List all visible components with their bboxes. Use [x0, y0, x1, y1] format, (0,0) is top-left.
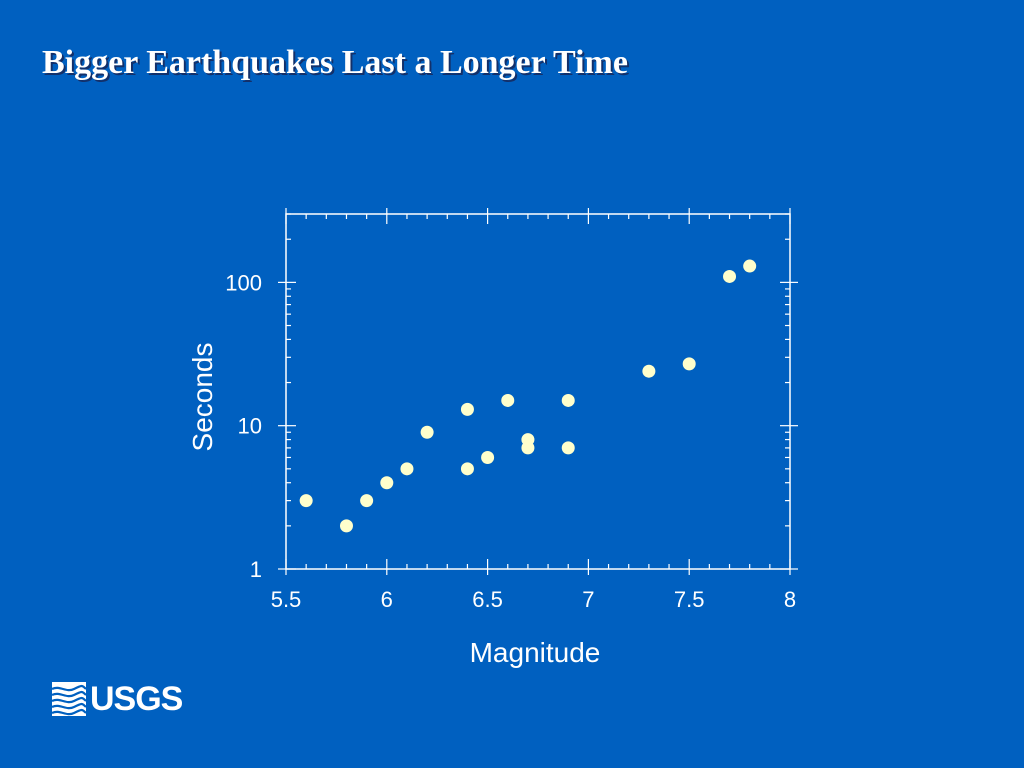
data-point [481, 450, 495, 464]
y-tick-label: 10 [238, 414, 262, 439]
data-point [521, 433, 535, 447]
x-tick-label: 7.5 [674, 587, 705, 612]
data-point [561, 393, 575, 407]
data-point [501, 393, 515, 407]
data-point [743, 259, 757, 273]
tick-marks [278, 208, 798, 575]
data-point [460, 402, 474, 416]
x-tick-label: 8 [784, 587, 796, 612]
data-points [299, 259, 757, 533]
slide-title: Bigger Earthquakes Last a Longer Time [42, 44, 628, 81]
usgs-wave-icon [52, 682, 86, 716]
data-point [380, 476, 394, 490]
data-point [561, 441, 575, 455]
data-point [723, 269, 737, 283]
x-axis-title: Magnitude [470, 637, 601, 668]
y-tick-label: 100 [225, 270, 262, 295]
y-axis-title: Seconds [187, 343, 218, 452]
data-point [682, 357, 696, 371]
data-point [400, 462, 414, 476]
logo-text: USGS [90, 680, 183, 718]
data-point [339, 519, 353, 533]
x-tick-label: 6 [381, 587, 393, 612]
data-point [360, 494, 374, 508]
x-tick-label: 7 [582, 587, 594, 612]
data-point [642, 364, 656, 378]
usgs-logo: USGS [52, 680, 183, 718]
axes [285, 213, 791, 570]
plot-frame [285, 213, 791, 570]
data-point [420, 425, 434, 439]
data-point [460, 462, 474, 476]
x-tick-label: 6.5 [472, 587, 503, 612]
data-point [299, 494, 313, 508]
y-tick-label: 1 [250, 557, 262, 582]
x-tick-label: 5.5 [271, 587, 302, 612]
tick-labels: 5.5 6 6.5 7 7.5 8 1 10 100 [225, 270, 796, 612]
